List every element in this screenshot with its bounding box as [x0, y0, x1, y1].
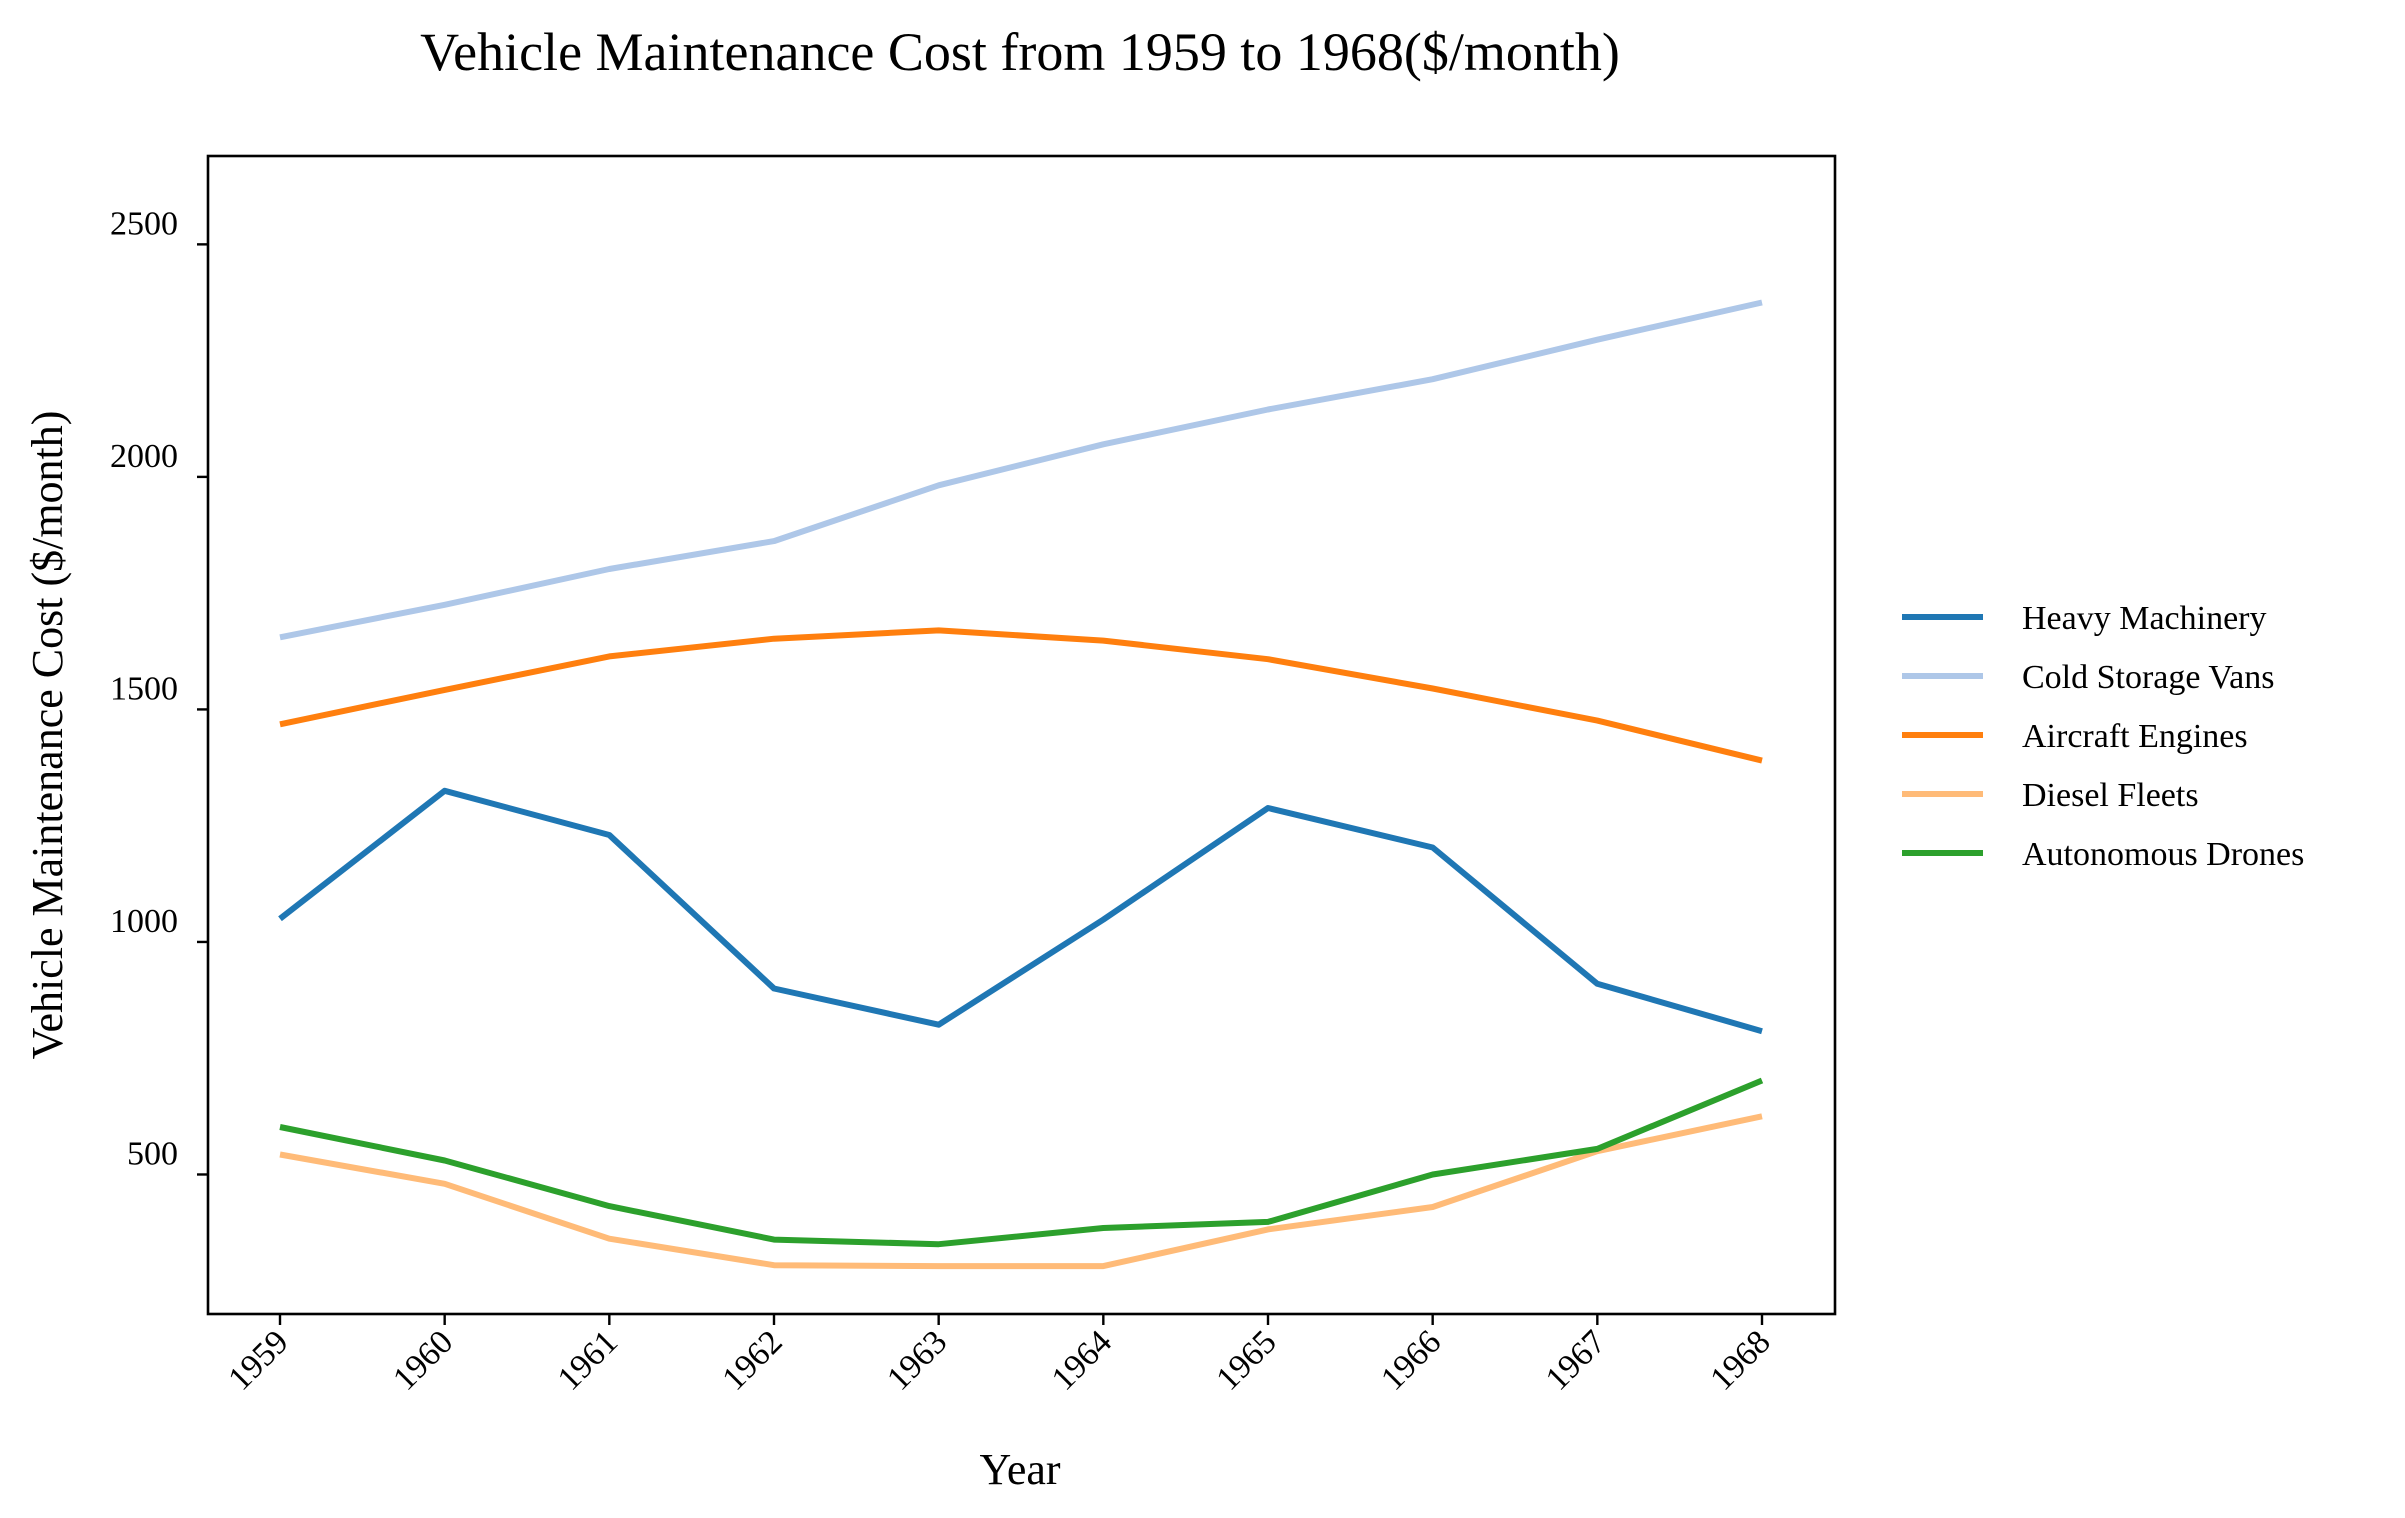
series-line-aircraft-engines [279, 627, 1763, 764]
x-tick-label: 1965 [1209, 1323, 1283, 1397]
series-line-cold-storage-vans [279, 299, 1763, 641]
y-axis: 500 1000 1500 2000 2500 [110, 205, 208, 1176]
chart-title: Vehicle Maintenance Cost from 1959 to 19… [420, 22, 1620, 82]
x-axis: 1959 1960 1961 1962 1963 1964 1965 1966 1967 1968 [221, 1314, 1778, 1398]
plot-area [206, 154, 1837, 1316]
legend-label-aircraft-engines: Aircraft Engines [2022, 718, 2248, 755]
y-tick-label: 1500 [110, 670, 178, 707]
x-tick-label: 1961 [551, 1323, 625, 1397]
y-axis-label: Vehicle Maintenance Cost ($/month) [23, 411, 72, 1060]
x-tick-label: 1967 [1539, 1323, 1613, 1397]
y-tick-label: 2000 [110, 438, 178, 475]
legend-label-heavy-machinery: Heavy Machinery [2022, 600, 2267, 637]
legend-label-cold-storage-vans: Cold Storage Vans [2022, 659, 2274, 696]
legend-label-autonomous-drones: Autonomous Drones [2022, 836, 2304, 873]
y-tick-label: 500 [127, 1135, 178, 1172]
legend: Heavy Machinery Cold Storage Vans Aircraft… [1902, 600, 2304, 873]
y-tick-label: 2500 [110, 205, 178, 242]
legend-label-diesel-fleets: Diesel Fleets [2022, 777, 2199, 814]
x-tick-label: 1959 [221, 1323, 295, 1397]
x-tick-label: 1964 [1045, 1323, 1119, 1397]
series-line-autonomous-drones [279, 1077, 1764, 1248]
x-tick-label: 1962 [715, 1323, 789, 1397]
x-tick-label: 1968 [1703, 1323, 1777, 1397]
series-line-heavy-machinery [278, 787, 1763, 1035]
series-lines [278, 299, 1764, 1270]
series-line-diesel-fleets [279, 1113, 1763, 1270]
x-tick-label: 1960 [386, 1323, 460, 1397]
x-tick-label: 1963 [880, 1323, 954, 1397]
x-axis-label: Year [979, 1445, 1060, 1494]
x-tick-label: 1966 [1374, 1323, 1448, 1397]
y-tick-label: 1000 [110, 903, 178, 940]
